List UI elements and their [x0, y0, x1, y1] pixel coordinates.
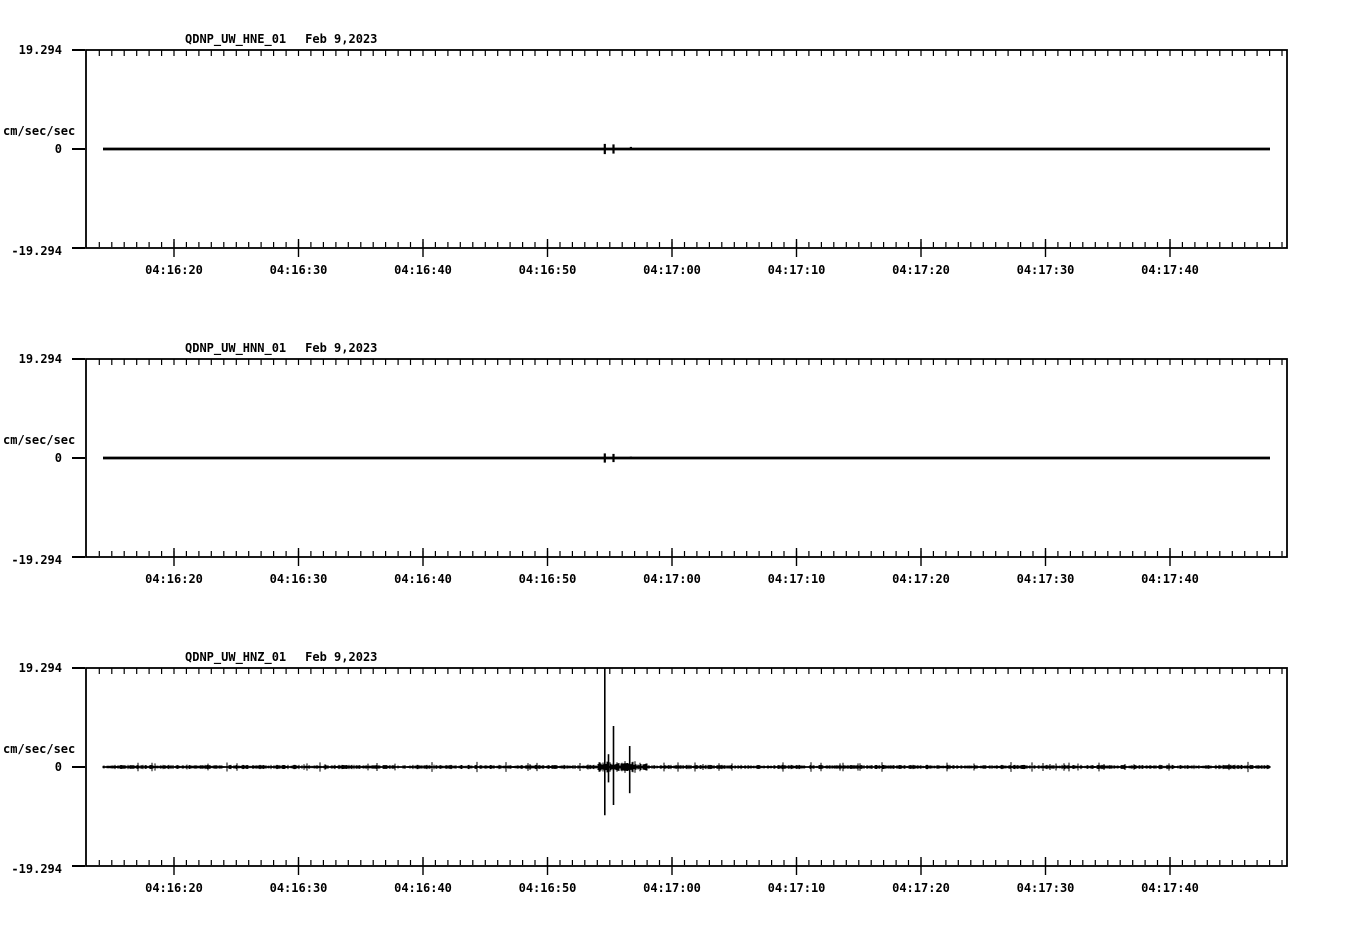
plot-frame: [85, 49, 1288, 249]
x-tick-label: 04:17:20: [892, 263, 950, 277]
y-tick-label-max: 19.294: [18, 43, 62, 57]
x-tick-label: 04:17:40: [1141, 881, 1199, 895]
x-tick-label: 04:17:10: [767, 881, 826, 895]
x-tick-label: 04:16:30: [269, 572, 328, 586]
y-axis-tick-marks: [72, 49, 85, 249]
major-tick-marks: [173, 239, 1171, 257]
station-channel-label: QDNP_UW_HNE_01: [185, 32, 287, 46]
x-tick-label: 04:16:50: [518, 881, 577, 895]
x-tick-label: 04:16:20: [145, 572, 203, 586]
x-tick-label: 04:16:30: [269, 881, 328, 895]
y-tick-label-zero: 0: [54, 760, 62, 774]
y-axis-tick-marks: [72, 358, 85, 558]
y-tick-label-min: -19.294: [11, 244, 62, 258]
minor-tick-marks: [98, 359, 1283, 556]
major-tick-marks: [173, 857, 1171, 875]
y-tick-label-min: -19.294: [11, 553, 62, 567]
minor-tick-marks: [98, 668, 1283, 865]
panel-title: QDNP_UW_HNE_01 Feb 9,2023: [185, 32, 377, 46]
x-tick-label: 04:17:20: [892, 881, 950, 895]
x-tick-label: 04:16:40: [394, 572, 452, 586]
y-axis-units-label: cm/sec/sec: [3, 124, 76, 138]
x-tick-label: 04:17:10: [767, 572, 826, 586]
station-channel-label: QDNP_UW_HNZ_01: [185, 650, 287, 664]
y-axis-tick-marks: [72, 667, 85, 867]
minor-tick-marks: [98, 50, 1283, 247]
seismogram-plot-hnn: [72, 358, 1288, 566]
x-tick-label: 04:16:40: [394, 263, 452, 277]
seismogram-panel-hnz: QDNP_UW_HNZ_01 Feb 9,2023 19.294 cm/sec/s…: [0, 618, 1358, 927]
x-tick-label: 04:17:00: [643, 263, 701, 277]
seismogram-plot-hne: [72, 49, 1288, 257]
panel-title: QDNP_UW_HNZ_01 Feb 9,2023: [185, 650, 377, 664]
y-axis-units-label: cm/sec/sec: [3, 433, 76, 447]
x-tick-label: 04:17:40: [1141, 263, 1199, 277]
x-tick-label: 04:17:30: [1016, 881, 1075, 895]
seismogram-plot-hnz: [72, 667, 1288, 875]
seismogram-panel-hne: QDNP_UW_HNE_01 Feb 9,2023 19.294 cm/sec/s…: [0, 0, 1358, 309]
x-tick-label: 04:17:30: [1016, 572, 1075, 586]
station-channel-label: QDNP_UW_HNN_01: [185, 341, 287, 355]
x-tick-label: 04:17:40: [1141, 572, 1199, 586]
x-tick-label: 04:16:40: [394, 881, 452, 895]
panel-title: QDNP_UW_HNN_01 Feb 9,2023: [185, 341, 377, 355]
x-tick-label: 04:17:00: [643, 572, 701, 586]
y-axis-units-label: cm/sec/sec: [3, 742, 76, 756]
major-tick-marks: [173, 548, 1171, 566]
x-tick-label: 04:17:20: [892, 572, 950, 586]
x-tick-label: 04:16:20: [145, 263, 203, 277]
y-tick-label-max: 19.294: [18, 352, 62, 366]
x-tick-label: 04:17:10: [767, 263, 826, 277]
x-tick-label: 04:17:00: [643, 881, 701, 895]
x-tick-label: 04:17:30: [1016, 263, 1075, 277]
x-tick-label: 04:16:50: [518, 572, 577, 586]
record-date-label: Feb 9,2023: [305, 650, 378, 664]
x-tick-label: 04:16:30: [269, 263, 328, 277]
plot-frame: [85, 358, 1288, 558]
x-tick-label: 04:16:20: [145, 881, 203, 895]
record-date-label: Feb 9,2023: [305, 341, 378, 355]
record-date-label: Feb 9,2023: [305, 32, 378, 46]
y-tick-label-zero: 0: [54, 451, 62, 465]
y-tick-label-min: -19.294: [11, 862, 62, 876]
seismogram-panel-hnn: QDNP_UW_HNN_01 Feb 9,2023 19.294 cm/sec/s…: [0, 309, 1358, 618]
y-tick-label-max: 19.294: [18, 661, 62, 675]
plot-frame: [85, 667, 1288, 867]
x-tick-label: 04:16:50: [518, 263, 577, 277]
y-tick-label-zero: 0: [54, 142, 62, 156]
